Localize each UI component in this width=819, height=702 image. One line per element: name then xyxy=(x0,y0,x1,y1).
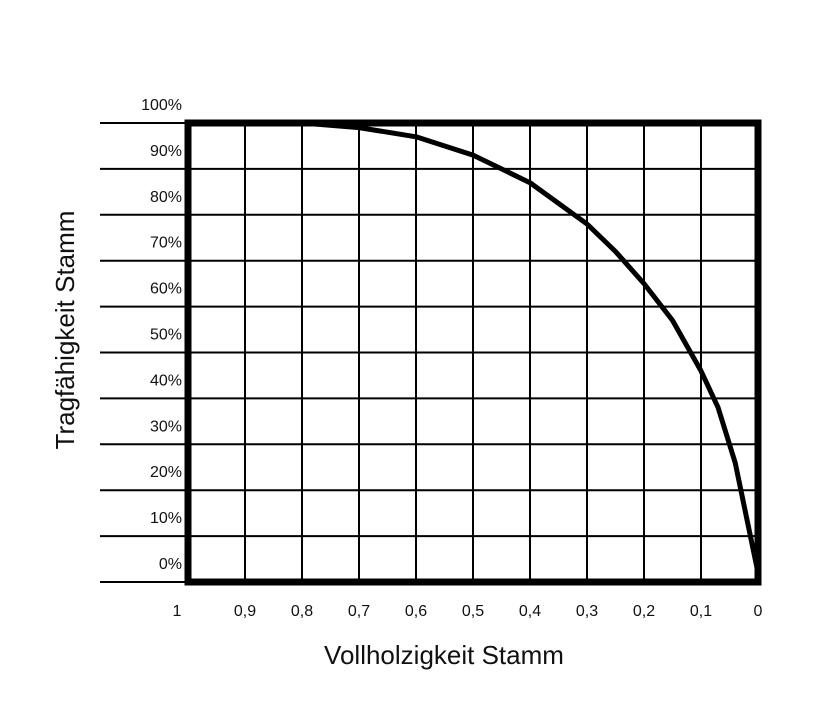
y-tick-label: 20% xyxy=(150,464,182,481)
y-tick-label: 0% xyxy=(159,556,182,573)
grid xyxy=(100,122,758,583)
y-tick-label: 10% xyxy=(150,510,182,527)
series-line xyxy=(185,120,761,576)
x-tick-label: 1 xyxy=(173,603,182,620)
x-tick-label: 0,6 xyxy=(405,603,427,620)
x-tick-label: 0,2 xyxy=(633,603,655,620)
y-tick-label: 60% xyxy=(150,281,182,298)
x-tick-label: 0,9 xyxy=(234,603,256,620)
y-tick-label: 90% xyxy=(150,143,182,160)
x-tick-label: 0,3 xyxy=(576,603,598,620)
y-tick-label: 50% xyxy=(150,327,182,344)
y-tick-labels: 0% 10% 20% 30% 40% 50% 60% 70% 80% 90% 100% xyxy=(141,97,182,573)
plot-frame xyxy=(184,119,762,586)
x-tick-label: 0,4 xyxy=(519,603,541,620)
y-tick-label: 80% xyxy=(150,189,182,206)
x-tick-label: 0 xyxy=(754,603,763,620)
x-tick-labels: 1 0,9 0,8 0,7 0,6 0,5 0,4 0,3 0,2 0,1 0 xyxy=(173,603,763,620)
series-layer xyxy=(185,120,761,576)
x-tick-label: 0,1 xyxy=(690,603,712,620)
y-tick-label: 100% xyxy=(141,97,182,114)
y-tick-label: 30% xyxy=(150,418,182,435)
plot-border xyxy=(184,119,762,586)
x-tick-label: 0,8 xyxy=(291,603,313,620)
y-tick-label: 40% xyxy=(150,372,182,389)
y-axis-title: Tragfähigkeit Stamm xyxy=(50,211,80,450)
x-tick-label: 0,5 xyxy=(462,603,484,620)
x-axis-title: Vollholzigkeit Stamm xyxy=(324,640,564,670)
x-tick-label: 0,7 xyxy=(348,603,370,620)
y-tick-label: 70% xyxy=(150,235,182,252)
